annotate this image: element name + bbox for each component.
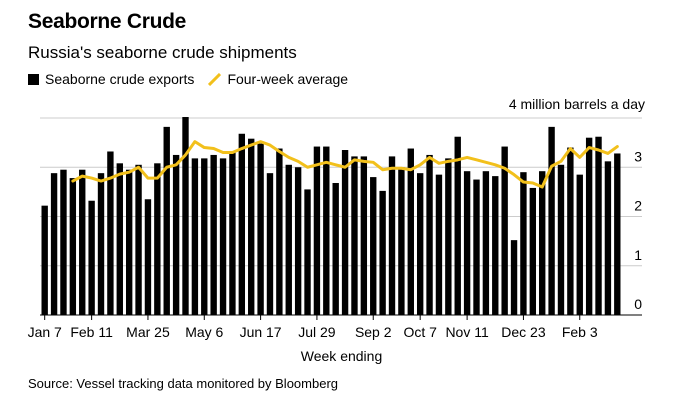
legend-item-exports: Seaborne crude exports (28, 71, 194, 87)
bar-17 (201, 158, 208, 315)
bar-32 (341, 150, 349, 315)
x-tick-label-11: Mar 25 (126, 324, 170, 340)
x-tick-label-0: Jan 7 (28, 324, 62, 340)
bar-43 (445, 158, 452, 315)
bar-51 (520, 172, 527, 315)
bar-21 (238, 133, 246, 315)
x-tick-label-35: Sep 2 (355, 324, 392, 340)
bar-61 (614, 153, 621, 315)
bar-55 (557, 164, 565, 315)
bar-7 (107, 151, 114, 315)
bar-29 (313, 146, 321, 315)
bar-40 (416, 173, 424, 315)
x-tick-label-57: Feb 3 (562, 324, 598, 340)
bar-12 (154, 163, 161, 315)
y-axis: 0 1 2 3 (634, 148, 642, 312)
bar-19 (219, 158, 227, 315)
y-tick-label-3: 3 (634, 148, 642, 164)
bar-1 (50, 173, 58, 315)
bar-23 (257, 143, 264, 315)
bar-series (41, 117, 621, 316)
bar-42 (435, 174, 443, 315)
x-tick-label-29: Jul 29 (298, 324, 336, 340)
bar-4 (79, 169, 86, 315)
x-tick-label-51: Dec 23 (501, 324, 546, 340)
bar-56 (567, 147, 574, 315)
legend-label-exports: Seaborne crude exports (45, 71, 195, 87)
y-axis-unit-label: 4 million barrels a day (508, 96, 645, 112)
bar-54 (548, 126, 555, 316)
bar-10 (135, 164, 142, 315)
bar-52 (529, 187, 537, 315)
bar-15 (182, 117, 189, 316)
bar-8 (116, 163, 123, 315)
bar-44 (454, 136, 461, 315)
bar-3 (69, 178, 77, 315)
bar-33 (351, 156, 358, 315)
bar-59 (595, 136, 602, 315)
chart-subtitle: Russia's seaborne crude shipments (28, 43, 297, 62)
x-tick-label-17: May 6 (185, 324, 223, 340)
bar-49 (501, 146, 508, 315)
bar-34 (360, 156, 368, 315)
bar-48 (492, 176, 499, 315)
bar-24 (266, 173, 274, 315)
bar-5 (88, 200, 95, 315)
bar-41 (426, 154, 433, 315)
bar-22 (248, 138, 255, 315)
bar-53 (539, 171, 546, 315)
y-tick-label-2: 2 (634, 198, 642, 214)
bar-46 (473, 179, 480, 315)
bar-57 (576, 174, 583, 315)
bar-11 (144, 199, 152, 315)
bar-16 (191, 158, 199, 315)
bar-39 (407, 148, 414, 315)
bar-31 (332, 183, 339, 315)
bar-35 (370, 177, 377, 315)
x-axis: Jan 7 Feb 11 Mar 25 May 6 Jun 17 Jul 29 Sep 2 O… (28, 315, 598, 340)
bar-45 (463, 171, 471, 315)
bar-36 (379, 190, 386, 315)
x-axis-title: Week ending (0, 348, 683, 364)
x-axis-title-text: Week ending (300, 348, 383, 364)
bar-0 (41, 205, 48, 315)
x-tick-label-40: Oct 7 (403, 324, 437, 340)
x-tick-label-5: Feb 11 (70, 324, 113, 340)
x-tick-label-45: Nov 11 (445, 324, 489, 340)
bar-27 (294, 167, 302, 315)
bar-swatch-icon (28, 73, 39, 85)
bar-47 (482, 171, 490, 315)
bar-2 (60, 169, 67, 315)
average-line (71, 140, 619, 189)
bar-58 (585, 137, 593, 315)
x-tick-label-23: Jun 17 (240, 324, 282, 340)
bar-37 (388, 156, 396, 315)
legend-item-average: Four-week average (208, 71, 348, 87)
bar-6 (97, 173, 105, 315)
bar-26 (285, 164, 292, 315)
bar-20 (229, 151, 236, 315)
y-tick-label-1: 1 (634, 247, 642, 263)
bar-14 (172, 154, 180, 315)
bar-9 (125, 169, 133, 315)
bar-28 (304, 189, 311, 315)
source-note: Source: Vessel tracking data monitored b… (28, 376, 339, 391)
bar-60 (604, 161, 612, 315)
bar-30 (323, 146, 330, 315)
bar-13 (163, 126, 170, 316)
legend: Seaborne crude exports Four-week average (28, 71, 362, 87)
y-tick-label-0: 0 (634, 296, 642, 312)
bar-18 (210, 154, 217, 315)
chart-title: Seaborne Crude (28, 10, 187, 33)
line-swatch-icon (208, 72, 222, 86)
average-line-series (71, 140, 619, 189)
bar-38 (398, 167, 405, 315)
bar-50 (510, 240, 518, 315)
bar-25 (276, 148, 283, 315)
legend-label-average: Four-week average (227, 71, 349, 87)
